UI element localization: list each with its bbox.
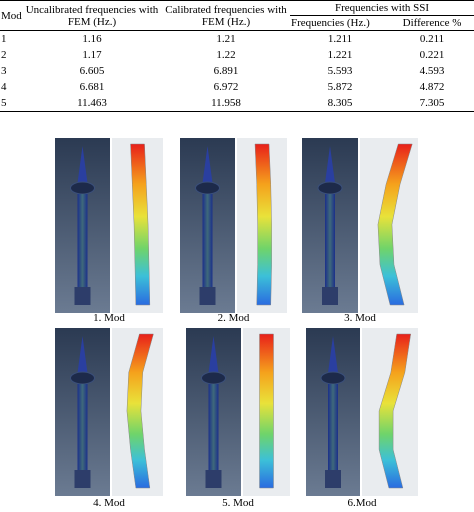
tower-shaft xyxy=(325,194,335,289)
tower-ring xyxy=(201,371,226,385)
tower-shaft xyxy=(77,194,88,289)
tower-shaft xyxy=(77,384,88,472)
table-row: 5 11.463 11.958 8.305 7.305 xyxy=(0,95,474,112)
tower-ring xyxy=(70,181,95,195)
tower-ring xyxy=(195,181,220,195)
table-row: 1 1.16 1.21 1.211 0.211 xyxy=(0,31,474,48)
tower-ring xyxy=(70,371,95,385)
mode-contour xyxy=(259,333,274,489)
table-cell: 6.891 xyxy=(213,65,239,77)
table-cell: 1.21 xyxy=(216,33,236,45)
table-cell: 0.211 xyxy=(419,33,445,45)
table-row: 3 6.605 6.891 5.593 4.593 xyxy=(0,63,474,79)
mode-contour xyxy=(377,143,413,306)
tower-spire xyxy=(77,146,88,183)
table-cell: 2 xyxy=(1,49,7,61)
table-cell: 6.605 xyxy=(79,65,105,77)
table-cell: 1.22 xyxy=(216,49,236,61)
figure-caption: 4. Mod xyxy=(93,497,125,509)
figure-caption: 1. Mod xyxy=(93,312,125,324)
header-cell: Difference % xyxy=(390,15,474,31)
table-row: 2 1.17 1.22 1.221 0.221 xyxy=(0,47,474,63)
header-cell: Calibrated frequencies with FEM (Hz.) xyxy=(162,0,290,31)
table-row: 4 6.681 6.972 5.872 4.872 xyxy=(0,79,474,95)
mode-shape-figures: 1. Mod 2. Mod 3. Mod 4. Mod 5. Mod 6.Mod xyxy=(55,138,418,509)
header-cell: Uncalibrated frequencies with FEM (Hz.) xyxy=(22,0,162,31)
table-cell: 1.221 xyxy=(327,49,353,61)
table-cell: 7.305 xyxy=(390,95,474,112)
header-cell: Mod xyxy=(0,0,22,31)
table-cell: 8.305 xyxy=(290,95,390,112)
tower-spire xyxy=(202,146,213,183)
tower-base xyxy=(205,470,222,488)
tower-spire xyxy=(325,146,335,183)
table-cell: 4.872 xyxy=(419,81,445,93)
mode-contour xyxy=(254,143,272,306)
mode-contour xyxy=(126,333,154,489)
header-cell: Frequencies with SSI xyxy=(290,0,474,16)
table-cell: 4.593 xyxy=(419,65,445,77)
table-cell: 1.16 xyxy=(82,33,102,45)
figure-caption: 6.Mod xyxy=(347,497,377,509)
table-cell: 5.872 xyxy=(327,81,353,93)
header-cell: Frequencies (Hz.) xyxy=(290,15,390,31)
table-cell: 11.958 xyxy=(162,95,290,112)
table-cell: 0.221 xyxy=(419,49,445,61)
tower-base xyxy=(74,470,91,488)
tower-spire xyxy=(77,336,88,373)
figure-caption: 2. Mod xyxy=(218,312,250,324)
tower-shaft xyxy=(202,194,213,289)
table-cell: 5 xyxy=(0,95,22,112)
tower-spire xyxy=(208,336,219,373)
tower-shaft xyxy=(208,384,219,472)
table-cell: 1.211 xyxy=(327,33,353,45)
figure-caption: 3. Mod xyxy=(344,312,376,324)
table-cell: 6.681 xyxy=(79,81,105,93)
figure-caption: 5. Mod xyxy=(222,497,254,509)
table-cell: 11.463 xyxy=(22,95,162,112)
tower-base xyxy=(325,470,341,488)
table-cell: 4 xyxy=(1,81,7,93)
table-cell: 1 xyxy=(1,33,7,45)
table-cell: 1.17 xyxy=(82,49,102,61)
tower-base xyxy=(322,287,338,305)
mode-contour xyxy=(378,333,412,489)
tower-base xyxy=(199,287,216,305)
table-cell: 3 xyxy=(1,65,7,77)
tower-shaft xyxy=(328,384,338,472)
tower-base xyxy=(74,287,91,305)
mode-contour xyxy=(130,143,151,306)
tower-ring xyxy=(317,181,343,195)
frequency-table: Mod Uncalibrated frequencies with FEM (H… xyxy=(0,0,474,112)
table-cell: 5.593 xyxy=(327,65,353,77)
tower-spire xyxy=(328,336,338,373)
tower-ring xyxy=(320,371,346,385)
table-cell: 6.972 xyxy=(213,81,239,93)
